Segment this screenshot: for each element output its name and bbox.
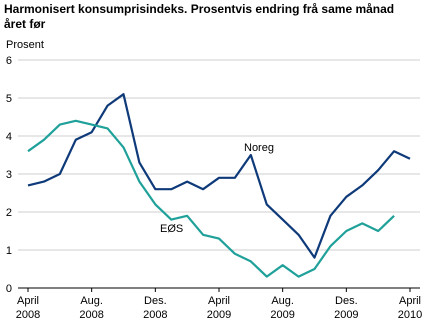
y-tick-label: 1 xyxy=(6,245,12,257)
y-tick-label: 2 xyxy=(6,207,12,219)
x-tick-label: April 2008 xyxy=(16,295,40,321)
series-label: Noreg xyxy=(244,142,274,154)
series-line xyxy=(27,93,411,259)
x-tick-label: Des. 2008 xyxy=(143,295,167,321)
y-axis-label: Prosent xyxy=(6,39,44,51)
y-tick-label: 4 xyxy=(6,131,12,143)
chart-title: Harmonisert konsumprisindeks. Prosentvis… xyxy=(4,2,395,31)
x-tick-label: April 2010 xyxy=(398,295,422,321)
y-tick-label: 0 xyxy=(6,283,12,295)
y-tick-label: 5 xyxy=(6,93,12,105)
series-line xyxy=(27,119,395,278)
x-tick-label: Aug. 2008 xyxy=(79,295,103,321)
y-tick-label: 6 xyxy=(6,55,12,67)
x-tick-label: Aug. 2009 xyxy=(270,295,294,321)
y-tick-label: 3 xyxy=(6,169,12,181)
x-tick-label: Des. 2009 xyxy=(334,295,358,321)
x-tick-label: April 2009 xyxy=(207,295,231,321)
series-label: EØS xyxy=(160,223,183,235)
